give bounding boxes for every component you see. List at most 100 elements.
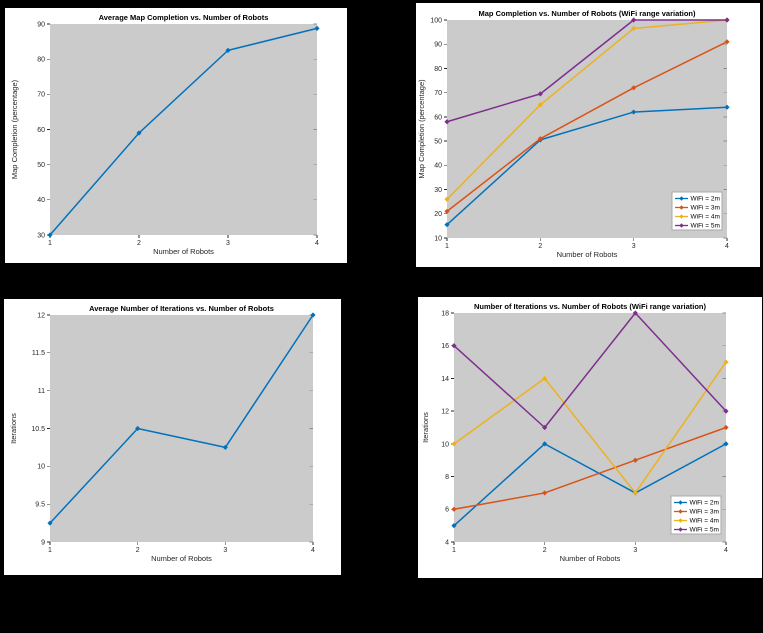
legend-sample-marker [679,196,684,201]
y-tick-label: 11.5 [32,350,45,357]
y-tick-label: 10.5 [31,426,45,433]
series-marker [225,47,231,53]
y-tick-label: 80 [37,57,45,64]
plot-area [50,315,313,542]
y-axis-label: Iterations [9,413,18,444]
legend-label: WiFi = 4m [691,214,720,221]
series-marker [451,441,457,447]
y-tick-label: 6 [445,507,449,514]
x-tick-label: 2 [136,547,140,554]
legend-sample-marker [679,214,684,219]
y-tick-label: 60 [434,114,442,121]
series-marker [444,119,450,125]
map-completion-wifi-variation-chart: 1 2 3 4 10 20 30 40 50 60 70 80 90 100 Map Completion … [417,9,730,259]
y-tick-label: 14 [441,376,449,383]
x-tick-label: 1 [445,243,449,250]
series-line-wifi-2m [453,443,727,527]
legend-label: WiFi = 3m [690,509,719,516]
series-marker [723,359,729,365]
legend-sample-marker [679,205,684,210]
y-tick-label: 30 [434,187,442,194]
legend-label: WiFi = 2m [691,196,720,203]
x-tick-label: 4 [315,240,319,247]
y-tick-label: 20 [434,211,442,218]
legend-sample-marker [678,509,683,514]
chart-title: Average Map Completion vs. Number of Rob… [99,13,269,22]
chart-title: Map Completion vs. Number of Robots (WiF… [478,9,696,18]
average-map-completion-chart: 1 2 3 4 30 40 50 60 70 80 90 Average Map Completion… [10,13,320,256]
y-tick-label: 100 [430,17,442,24]
y-tick-label: 10 [441,441,449,448]
series-marker [451,343,457,349]
y-tick-label: 90 [37,21,45,28]
legend-label: WiFi = 3m [691,205,720,212]
y-tick-label: 9 [41,539,45,546]
x-tick-label: 1 [452,547,456,554]
y-tick-label: 70 [37,92,45,99]
x-tick-label: 2 [137,240,141,247]
chart-panel-average-map-completion: 1 2 3 4 30 40 50 60 70 80 90 Average Map Completion… [5,8,347,263]
series-marker [724,104,730,110]
legend-label: WiFi = 4m [690,518,719,525]
series-marker [724,17,730,23]
y-tick-label: 9.5 [35,502,45,509]
chart-panel-average-iterations: 1 2 3 4 9 9.5 10 10.5 11 11.5 12 Average Number of … [4,299,341,575]
y-tick-label: 12 [441,409,449,416]
y-tick-label: 30 [37,232,45,239]
x-tick-label: 4 [724,547,728,554]
x-axis-label: Number of Robots [560,554,621,563]
legend-sample-marker [678,527,683,532]
series-marker [444,208,450,214]
series-marker [47,232,53,238]
series-marker [310,312,316,318]
x-tick-label: 4 [311,547,315,554]
series-line-wifi-4m [453,361,727,494]
x-axis-label: Number of Robots [153,247,214,256]
legend-sample-marker [679,223,684,228]
y-tick-label: 60 [37,127,45,134]
y-tick-label: 18 [441,310,449,317]
x-tick-label: 3 [226,240,230,247]
series-line-wifi-5m [453,312,727,429]
y-tick-label: 8 [445,474,449,481]
plot-area [50,24,317,235]
series-marker [314,25,320,31]
x-tick-label: 3 [632,243,636,250]
y-tick-label: 40 [434,163,442,170]
series-marker [135,425,141,432]
y-axis-label: Iterations [421,412,430,443]
series-line-wifi-3m [446,41,728,212]
y-tick-label: 90 [434,42,442,49]
series-marker [542,424,548,431]
legend-label: WiFi = 5m [691,223,720,230]
series-line-wifi-2m [446,106,728,226]
y-tick-label: 16 [441,343,449,350]
x-tick-label: 1 [48,547,52,554]
y-tick-label: 40 [37,197,45,204]
y-axis-label: Map Completion (percentage) [10,79,19,179]
x-axis-label: Number of Robots [557,250,618,259]
chart-panel-iterations-wifi-variation: 1 2 3 4 4 6 8 10 12 14 16 18 Number of Iterations vs… [418,297,762,578]
x-tick-label: 2 [543,547,547,554]
y-tick-label: 50 [37,162,45,169]
legend-sample-marker [678,518,683,523]
y-tick-label: 12 [37,312,45,319]
series-line-average [49,314,314,524]
series-line-wifi-5m [446,19,727,123]
legend: WiFi = 2m WiFi = 3m WiFi = 4m WiFi = 5m [670,495,722,535]
series-marker [451,506,457,512]
y-axis-label: Map Completion (percentage) [417,79,426,179]
y-tick-label: 50 [434,139,442,146]
x-tick-label: 1 [48,240,52,247]
legend: WiFi = 2m WiFi = 3m WiFi = 4m WiFi = 5m [671,191,723,231]
series-line-average [49,27,318,236]
y-tick-label: 4 [445,539,449,546]
y-tick-label: 80 [434,66,442,73]
series-line-wifi-4m [446,19,728,200]
legend-label: WiFi = 2m [690,500,719,507]
chart-title: Number of Iterations vs. Number of Robot… [474,302,707,311]
x-axis-label: Number of Robots [151,554,212,563]
x-tick-label: 2 [538,243,542,250]
